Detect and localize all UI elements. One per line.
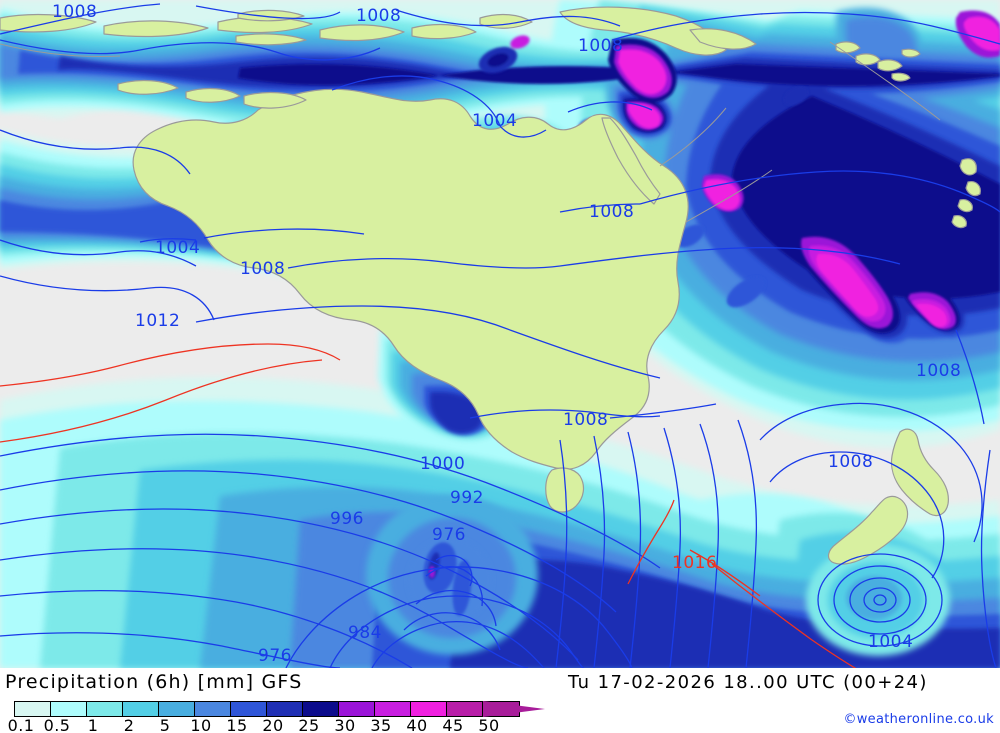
colorbar-swatch-0.1 xyxy=(15,702,51,716)
precip-nz-low xyxy=(806,544,950,656)
coastlines xyxy=(0,41,941,223)
colorbar-swatch-45 xyxy=(447,702,483,716)
colorbar-swatch-0.5 xyxy=(51,702,87,716)
colorbar-tick-10: 10 xyxy=(190,716,212,733)
precipitation-map[interactable]: 1008 1008 1008 1004 1008 1004 1008 1012 1008 1008… xyxy=(0,0,1000,668)
legend-footer: Precipitation (6h) [mm] GFS Tu 17-02-202… xyxy=(0,668,1000,733)
colorbar-swatch-10 xyxy=(195,702,231,716)
colorbar-tick-5: 5 xyxy=(159,716,171,733)
land-nz-south-island xyxy=(827,495,909,565)
colorbar-swatch-40 xyxy=(411,702,447,716)
isobars-high xyxy=(0,343,857,668)
colorbar-swatches[interactable] xyxy=(14,701,520,717)
colorbar-tick-40: 40 xyxy=(406,716,428,733)
copyright-notice[interactable]: ©weatheronline.co.uk xyxy=(843,712,994,727)
colorbar-tick-0.1: 0.1 xyxy=(7,716,35,733)
colorbar-swatch-25 xyxy=(303,702,339,716)
colorbar-tick-0.5: 0.5 xyxy=(43,716,71,733)
colorbar-overflow-arrow xyxy=(483,701,545,717)
land-cape-york xyxy=(601,117,661,205)
colorbar-tick-30: 30 xyxy=(334,716,356,733)
valid-time-label: Tu 17-02-2026 18..00 UTC (00+24) xyxy=(568,672,928,693)
page-title: Precipitation (6h) [mm] GFS xyxy=(5,671,303,693)
land-indonesia-arc xyxy=(0,9,533,109)
land-nz-north-island xyxy=(890,428,949,517)
map-canvas xyxy=(0,0,1000,668)
land-new-guinea xyxy=(559,6,727,56)
landmasses xyxy=(0,6,981,565)
colorbar-tick-labels: 0.1 0.5 1 2 5 10 15 20 25 30 35 40 45 50 xyxy=(3,716,507,733)
colorbar-tick-35: 35 xyxy=(370,716,392,733)
colorbar-tick-2: 2 xyxy=(123,716,135,733)
colorbar-swatch-2 xyxy=(123,702,159,716)
colorbar-tick-25: 25 xyxy=(298,716,320,733)
colorbar-tick-15: 15 xyxy=(226,716,248,733)
land-new-guinea-east xyxy=(689,28,757,50)
colorbar-tick-1: 1 xyxy=(87,716,99,733)
colorbar-swatch-30 xyxy=(339,702,375,716)
colorbar-swatch-15 xyxy=(231,702,267,716)
land-pacific-islands xyxy=(835,41,981,229)
colorbar-tick-20: 20 xyxy=(262,716,284,733)
isobars-low xyxy=(0,3,1000,668)
precip-band-35-40 xyxy=(246,16,1000,328)
colorbar-swatch-35 xyxy=(375,702,411,716)
precipitation-colorbar[interactable]: 0.1 0.5 1 2 5 10 15 20 25 30 35 40 45 50 xyxy=(8,701,554,733)
colorbar-tick-50: 50 xyxy=(478,716,500,733)
colorbar-swatch-20 xyxy=(267,702,303,716)
land-tasmania xyxy=(545,467,585,513)
colorbar-tick-45: 45 xyxy=(442,716,464,733)
colorbar-swatch-5 xyxy=(159,702,195,716)
precip-southern-low xyxy=(366,495,538,655)
land-australia xyxy=(132,88,689,470)
colorbar-swatch-1 xyxy=(87,702,123,716)
